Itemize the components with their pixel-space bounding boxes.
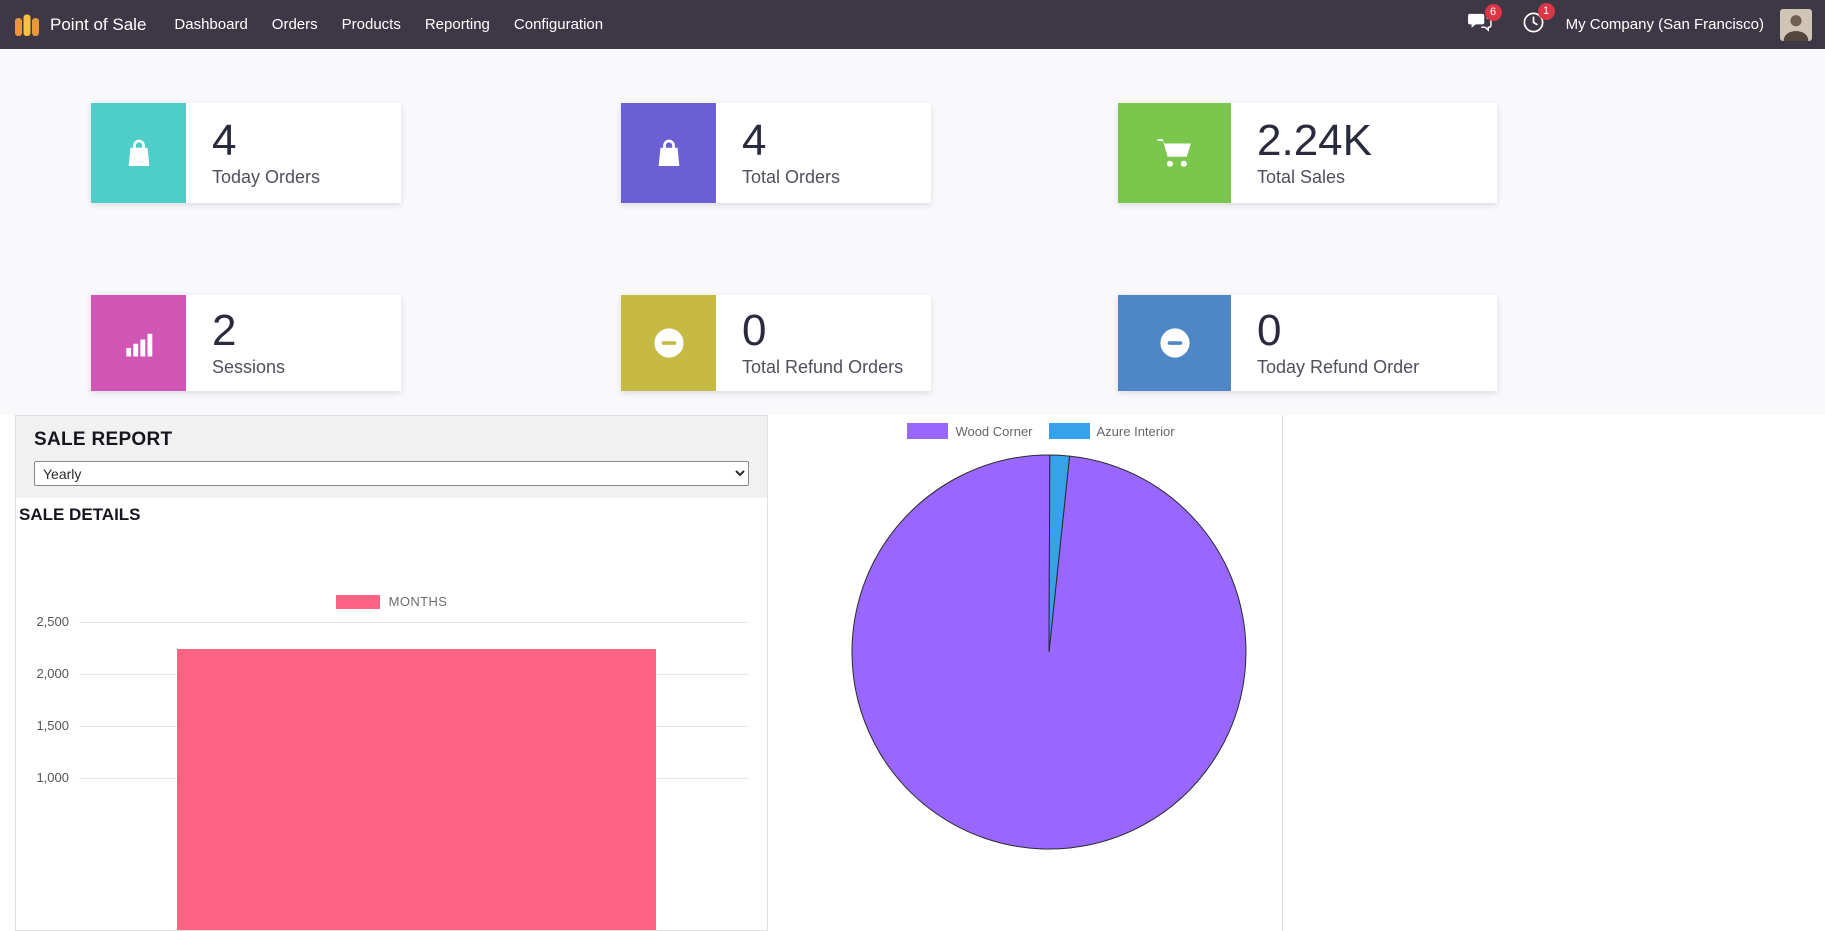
messages-button[interactable]: 6 — [1458, 3, 1502, 43]
legend-label-azure-interior: Azure Interior — [1096, 423, 1175, 439]
activities-button[interactable]: 1 — [1513, 2, 1555, 44]
app-name: Point of Sale — [50, 14, 147, 34]
shopping-cart-icon — [1118, 103, 1231, 203]
report-period-select[interactable]: Yearly — [34, 461, 749, 486]
bar-chart-legend[interactable]: MONTHS — [16, 594, 767, 609]
card-total-sales[interactable]: 2.24K Total Sales — [1118, 103, 1497, 203]
kpi-value: 2.24K — [1257, 115, 1372, 165]
top-navbar: Point of Sale Dashboard Orders Products … — [0, 0, 1825, 49]
messages-badge: 6 — [1484, 3, 1502, 21]
app-logo-icon — [13, 12, 41, 38]
nav-products[interactable]: Products — [341, 16, 401, 33]
kpi-value: 4 — [212, 115, 237, 165]
pie-legend-item-wood-corner[interactable]: Wood Corner — [907, 423, 1033, 439]
legend-label-wood-corner: Wood Corner — [955, 423, 1033, 439]
kpi-label: Total Refund Orders — [742, 357, 904, 378]
kpi-value: 0 — [1257, 305, 1282, 355]
kpi-label: Sessions — [212, 357, 286, 378]
y-axis-tick: 2,000 — [36, 666, 69, 681]
bar-months — [177, 649, 656, 930]
bar-legend-label: MONTHS — [388, 594, 448, 609]
y-axis-tick: 2,500 — [36, 614, 69, 629]
kpi-label: Today Refund Order — [1257, 357, 1420, 378]
activities-badge: 1 — [1537, 2, 1555, 20]
kpi-label: Total Sales — [1257, 167, 1346, 188]
card-total-orders[interactable]: 4 Total Orders — [621, 103, 931, 203]
shopping-bag-icon — [621, 103, 716, 203]
kpi-label: Today Orders — [212, 167, 321, 188]
company-switcher[interactable]: My Company (San Francisco) — [1565, 16, 1764, 33]
pie-slice-azure-interior — [1048, 454, 1071, 653]
card-today-refund-order[interactable]: 0 Today Refund Order — [1118, 295, 1497, 391]
pie-legend-item-azure-interior[interactable]: Azure Interior — [1048, 423, 1175, 439]
shopping-bag-icon — [91, 103, 186, 203]
bar-chart-icon — [91, 295, 186, 391]
sale-details-title: SALE DETAILS — [19, 505, 141, 524]
legend-swatch-azure-interior — [1048, 423, 1090, 439]
bar-legend-swatch — [335, 594, 380, 609]
nav-configuration[interactable]: Configuration — [513, 16, 604, 33]
nav-dashboard[interactable]: Dashboard — [174, 16, 248, 33]
pie-chart-svg — [851, 454, 1247, 850]
sale-report-panel: SALE REPORT Yearly SALE DETAILS MONTHS 2… — [15, 415, 768, 931]
bar-chart: 2,500 2,000 1,500 1,000 — [16, 612, 767, 930]
kpi-value: 0 — [742, 305, 767, 355]
legend-swatch-wood-corner — [907, 423, 949, 439]
clock-icon — [1522, 11, 1545, 39]
kpi-value: 4 — [742, 115, 767, 165]
nav-reporting[interactable]: Reporting — [424, 16, 490, 33]
card-today-orders[interactable]: 4 Today Orders — [91, 103, 401, 203]
kpi-label: Total Orders — [742, 167, 841, 188]
card-total-refund-orders[interactable]: 0 Total Refund Orders — [621, 295, 931, 391]
y-axis-tick: 1,000 — [36, 770, 69, 785]
y-axis-tick: 1,500 — [36, 718, 69, 733]
kpi-value: 2 — [212, 305, 237, 355]
user-avatar[interactable] — [1780, 8, 1812, 41]
gridline — [79, 622, 749, 623]
minus-circle-icon — [1118, 295, 1231, 391]
nav-orders[interactable]: Orders — [271, 16, 318, 33]
pie-chart-legend: Wood Corner Azure Interior — [800, 423, 1282, 439]
sale-report-header: SALE REPORT Yearly — [16, 416, 767, 498]
minus-circle-icon — [621, 295, 716, 391]
card-sessions[interactable]: 2 Sessions — [91, 295, 401, 391]
pie-chart-panel: Wood Corner Azure Interior — [800, 415, 1283, 931]
sale-report-title: SALE REPORT — [34, 429, 173, 450]
